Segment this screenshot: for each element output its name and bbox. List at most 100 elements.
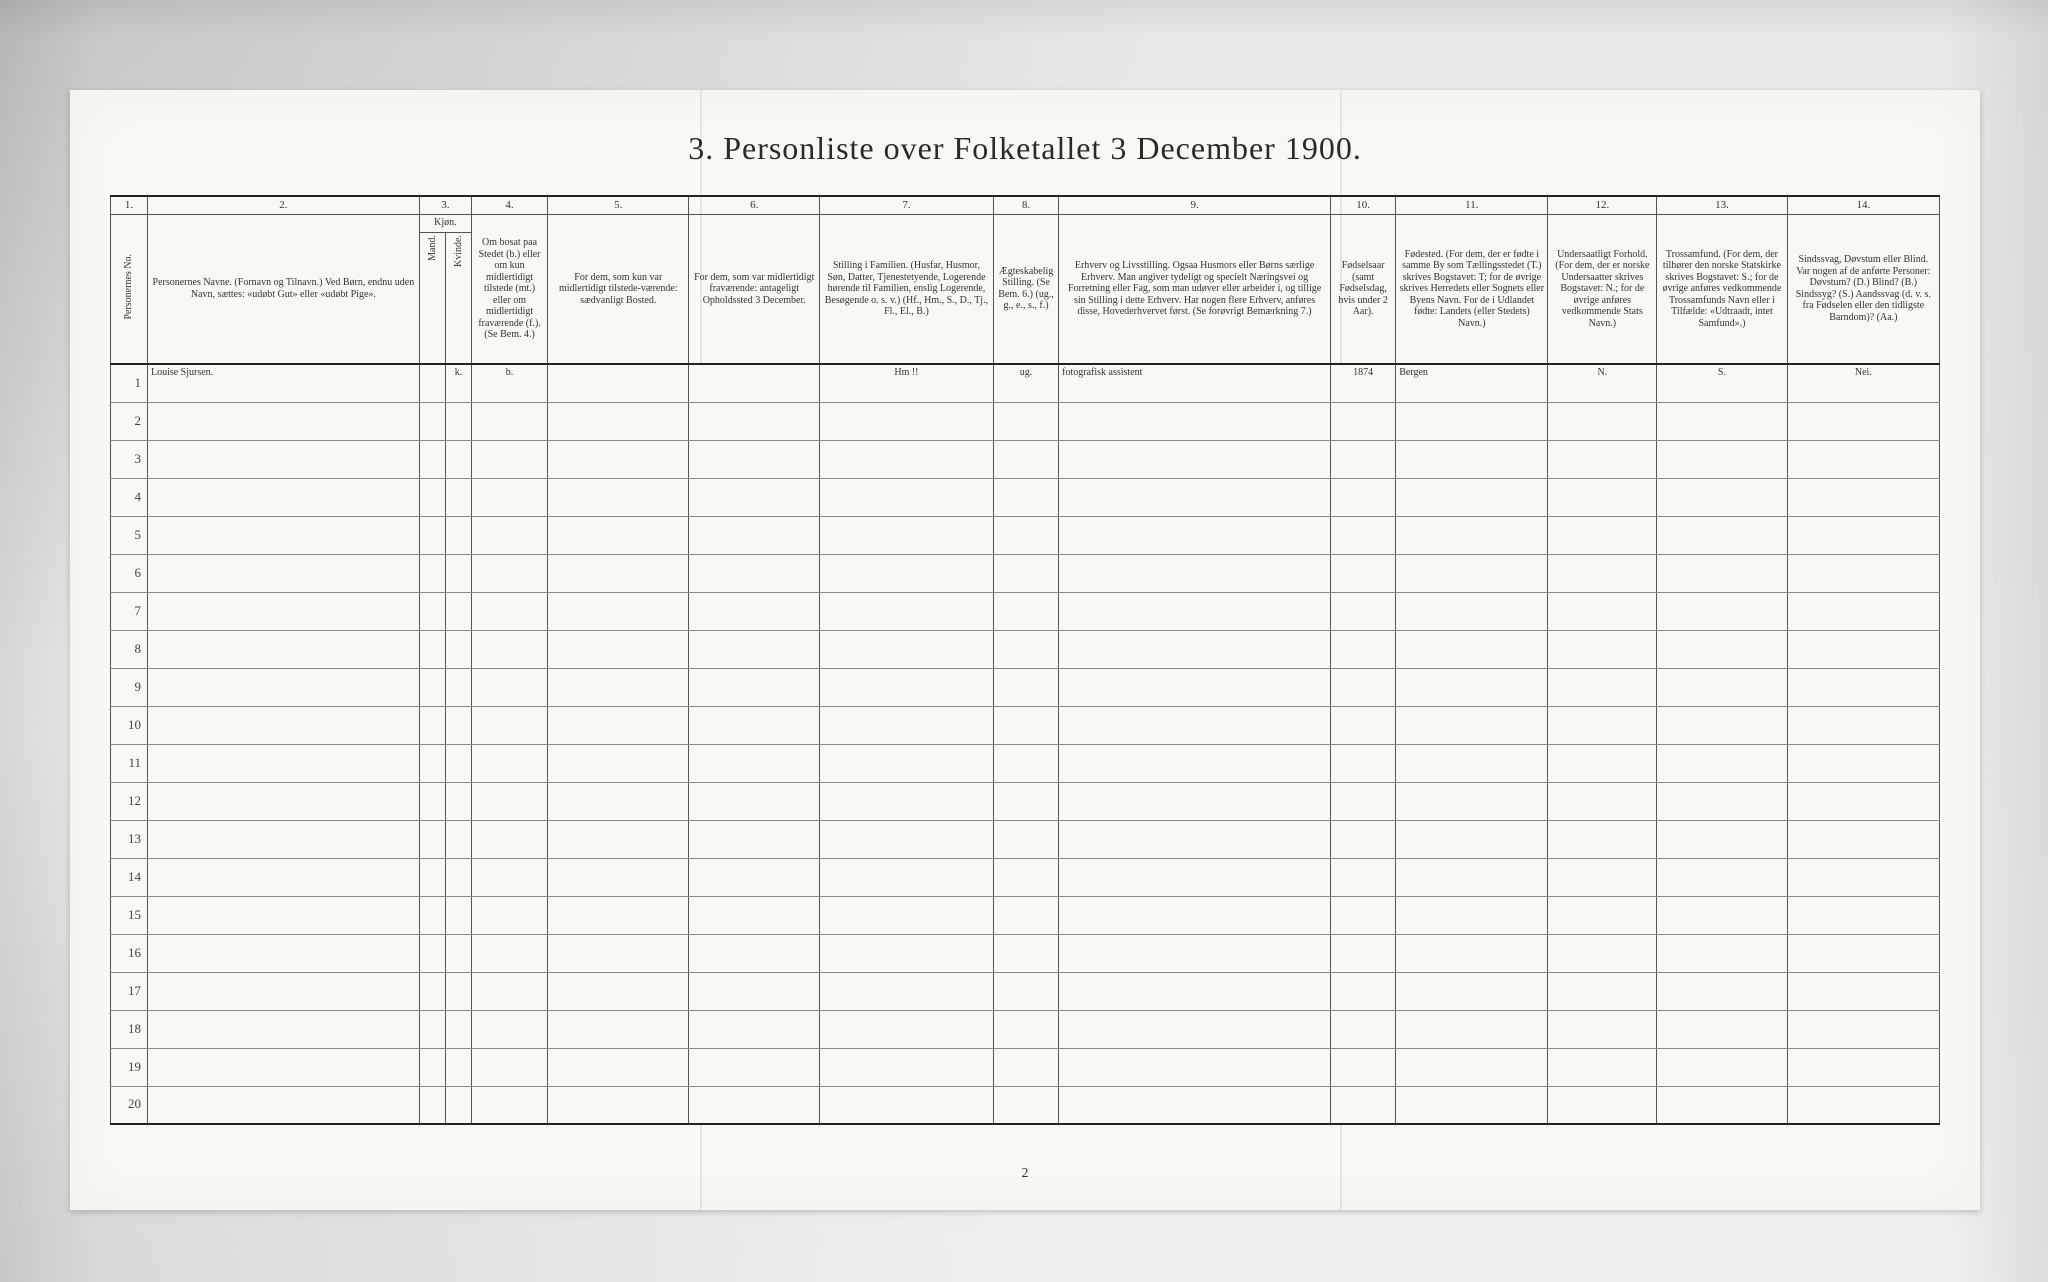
census-table: 1. 2. 3. 4. 5. 6. 7. 8. 9. 10. 11. 12. 1…	[110, 195, 1940, 1125]
cell	[819, 668, 993, 706]
cell	[819, 1048, 993, 1086]
cell	[689, 934, 819, 972]
cell	[419, 516, 445, 554]
cell	[1787, 516, 1939, 554]
cell	[548, 1048, 689, 1086]
colnum-3: 3.	[419, 196, 471, 214]
cell	[1331, 972, 1396, 1010]
h-person-no: Personernes No.	[111, 214, 148, 364]
cell	[147, 820, 419, 858]
cell	[1396, 554, 1548, 592]
cell	[445, 478, 471, 516]
cell	[472, 934, 548, 972]
cell	[147, 1048, 419, 1086]
cell	[1396, 820, 1548, 858]
cell-family-position: Hm !!	[819, 364, 993, 402]
cell	[689, 516, 819, 554]
cell	[445, 972, 471, 1010]
cell	[993, 1010, 1058, 1048]
table-row: 9	[111, 668, 1940, 706]
table-row: 6	[111, 554, 1940, 592]
cell	[993, 820, 1058, 858]
cell	[445, 934, 471, 972]
cell	[1787, 440, 1939, 478]
cell	[147, 516, 419, 554]
cell	[1059, 896, 1331, 934]
cell	[1331, 630, 1396, 668]
cell-residence: b.	[472, 364, 548, 402]
cell	[1548, 440, 1657, 478]
cell	[1396, 668, 1548, 706]
cell	[689, 592, 819, 630]
table-row: 17	[111, 972, 1940, 1010]
row-number: 4	[111, 478, 148, 516]
cell	[1787, 592, 1939, 630]
cell	[993, 896, 1058, 934]
h-temp-present: For dem, som kun var midlertidigt tilste…	[548, 214, 689, 364]
table-row: 3	[111, 440, 1940, 478]
row-number: 10	[111, 706, 148, 744]
cell	[419, 554, 445, 592]
cell	[1331, 934, 1396, 972]
cell	[1657, 478, 1787, 516]
cell	[1396, 1010, 1548, 1048]
colnum-14: 14.	[1787, 196, 1939, 214]
h-residence: Om bosat paa Stedet (b.) eller om kun mi…	[472, 214, 548, 364]
cell	[1059, 440, 1331, 478]
header-main-row: Personernes No. Personernes Navne. (Forn…	[111, 214, 1940, 232]
cell	[1396, 782, 1548, 820]
colnum-9: 9.	[1059, 196, 1331, 214]
cell-religion: S.	[1657, 364, 1787, 402]
cell	[548, 820, 689, 858]
cell	[689, 1010, 819, 1048]
colnum-11: 11.	[1396, 196, 1548, 214]
cell	[1331, 440, 1396, 478]
cell	[147, 554, 419, 592]
page-title: 3. Personliste over Folketallet 3 Decemb…	[70, 130, 1980, 167]
cell	[1657, 934, 1787, 972]
cell	[1059, 478, 1331, 516]
cell	[1396, 630, 1548, 668]
cell	[1331, 402, 1396, 440]
cell	[472, 592, 548, 630]
cell	[689, 706, 819, 744]
colnum-1: 1.	[111, 196, 148, 214]
cell	[1787, 972, 1939, 1010]
cell	[1657, 820, 1787, 858]
cell	[419, 668, 445, 706]
cell	[1657, 668, 1787, 706]
cell	[419, 934, 445, 972]
cell	[819, 516, 993, 554]
cell	[472, 402, 548, 440]
cell	[548, 440, 689, 478]
h-sex-male-label: Mand.	[427, 235, 439, 261]
cell	[1548, 820, 1657, 858]
cell	[445, 896, 471, 934]
cell	[993, 516, 1058, 554]
row-number: 11	[111, 744, 148, 782]
row-number: 6	[111, 554, 148, 592]
cell	[689, 1086, 819, 1124]
cell	[1548, 554, 1657, 592]
cell	[548, 858, 689, 896]
cell	[445, 554, 471, 592]
cell	[1657, 592, 1787, 630]
colnum-6: 6.	[689, 196, 819, 214]
table-row: 10	[111, 706, 1940, 744]
h-birthyear: Fødselsaar (samt Fødselsdag, hvis under …	[1331, 214, 1396, 364]
h-sex-female-label: Kvinde.	[453, 235, 465, 267]
cell	[819, 820, 993, 858]
cell	[548, 934, 689, 972]
cell	[1059, 1086, 1331, 1124]
cell	[689, 478, 819, 516]
cell	[1657, 630, 1787, 668]
cell	[993, 1048, 1058, 1086]
cell	[1396, 1086, 1548, 1124]
cell	[689, 440, 819, 478]
row-number: 20	[111, 1086, 148, 1124]
cell	[993, 1086, 1058, 1124]
cell	[147, 1010, 419, 1048]
cell	[1657, 1086, 1787, 1124]
cell	[1331, 478, 1396, 516]
h-birthplace: Fødested. (For dem, der er fødte i samme…	[1396, 214, 1548, 364]
